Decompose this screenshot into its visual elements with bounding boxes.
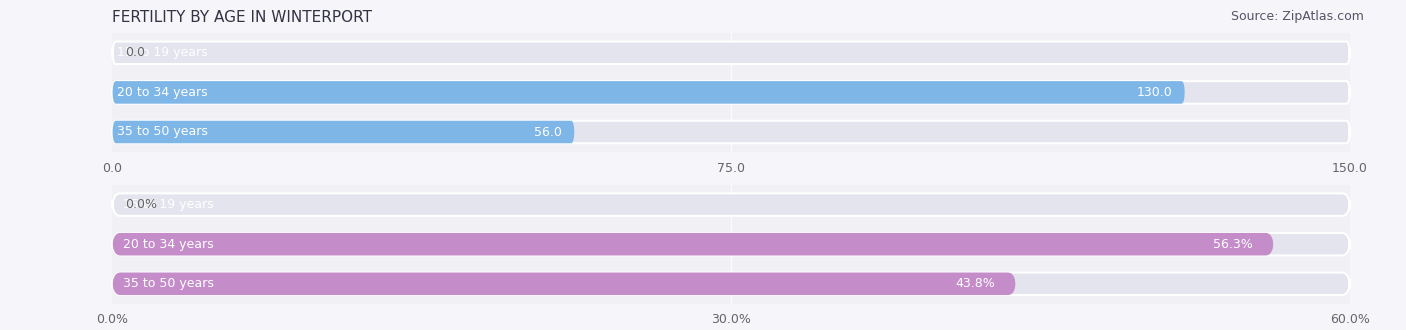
- FancyBboxPatch shape: [112, 233, 1274, 255]
- Text: 35 to 50 years: 35 to 50 years: [117, 125, 208, 139]
- Text: 130.0: 130.0: [1136, 86, 1173, 99]
- FancyBboxPatch shape: [112, 81, 1350, 104]
- Text: 0.0: 0.0: [125, 46, 145, 59]
- FancyBboxPatch shape: [112, 81, 1185, 104]
- FancyBboxPatch shape: [112, 121, 575, 143]
- Text: 0.0%: 0.0%: [125, 198, 157, 211]
- FancyBboxPatch shape: [112, 273, 1350, 295]
- Text: 20 to 34 years: 20 to 34 years: [117, 86, 207, 99]
- FancyBboxPatch shape: [112, 273, 1017, 295]
- Text: FERTILITY BY AGE IN WINTERPORT: FERTILITY BY AGE IN WINTERPORT: [112, 10, 373, 25]
- FancyBboxPatch shape: [112, 42, 1350, 64]
- Text: 15 to 19 years: 15 to 19 years: [122, 198, 214, 211]
- Text: 20 to 34 years: 20 to 34 years: [122, 238, 214, 251]
- Text: 56.3%: 56.3%: [1213, 238, 1253, 251]
- Text: 15 to 19 years: 15 to 19 years: [117, 46, 207, 59]
- FancyBboxPatch shape: [112, 193, 1350, 216]
- Text: 43.8%: 43.8%: [955, 277, 995, 290]
- FancyBboxPatch shape: [112, 233, 1350, 255]
- Text: 56.0: 56.0: [534, 125, 562, 139]
- Text: 35 to 50 years: 35 to 50 years: [122, 277, 214, 290]
- FancyBboxPatch shape: [112, 121, 1350, 143]
- Text: Source: ZipAtlas.com: Source: ZipAtlas.com: [1230, 10, 1364, 23]
